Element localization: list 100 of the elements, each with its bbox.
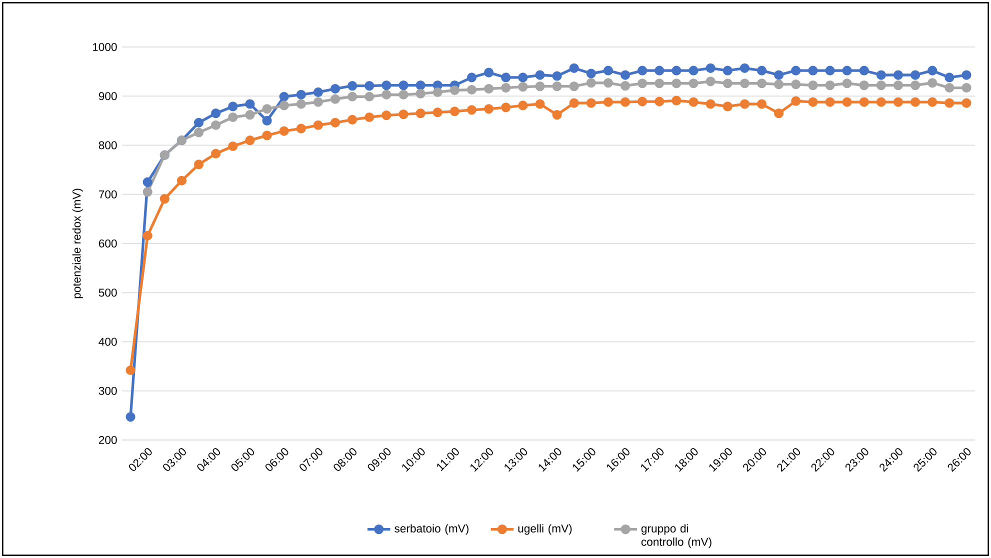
point bbox=[910, 70, 920, 80]
point bbox=[808, 66, 818, 76]
point bbox=[688, 78, 698, 88]
point bbox=[262, 130, 272, 140]
point bbox=[398, 110, 408, 120]
point bbox=[688, 66, 698, 76]
point bbox=[432, 87, 442, 98]
point bbox=[893, 70, 904, 80]
point bbox=[638, 78, 648, 88]
point bbox=[706, 63, 716, 73]
point bbox=[859, 97, 869, 107]
point bbox=[518, 82, 528, 92]
point bbox=[313, 87, 323, 98]
point bbox=[416, 80, 426, 90]
point bbox=[944, 98, 954, 108]
point bbox=[842, 78, 852, 88]
point bbox=[842, 66, 852, 76]
point bbox=[535, 99, 545, 109]
point bbox=[876, 70, 886, 80]
point bbox=[450, 106, 460, 116]
point bbox=[910, 80, 920, 90]
point bbox=[228, 141, 238, 152]
point bbox=[876, 80, 886, 90]
y-tick-label: 500 bbox=[98, 288, 117, 297]
legend-label: serbatoio (mV) bbox=[394, 524, 468, 535]
point bbox=[518, 72, 528, 82]
point bbox=[756, 78, 767, 88]
point bbox=[586, 68, 596, 78]
point bbox=[586, 78, 596, 88]
point bbox=[416, 88, 426, 98]
point bbox=[893, 97, 904, 107]
point bbox=[330, 94, 340, 104]
point bbox=[262, 116, 272, 126]
point bbox=[501, 82, 511, 93]
point bbox=[296, 99, 306, 109]
point bbox=[603, 78, 614, 88]
point bbox=[450, 85, 460, 96]
point bbox=[313, 97, 323, 107]
point bbox=[194, 118, 204, 128]
point bbox=[620, 81, 630, 91]
point bbox=[706, 99, 716, 109]
point bbox=[296, 90, 306, 100]
y-tick-label: 600 bbox=[98, 240, 117, 248]
point bbox=[484, 84, 494, 94]
point bbox=[382, 90, 392, 100]
point bbox=[756, 66, 767, 76]
point bbox=[756, 99, 767, 109]
point bbox=[279, 100, 289, 110]
point bbox=[722, 66, 732, 76]
y-tick-label: 300 bbox=[98, 386, 117, 395]
point bbox=[706, 76, 716, 86]
point bbox=[160, 194, 170, 204]
point bbox=[944, 82, 954, 93]
point bbox=[928, 78, 938, 88]
point bbox=[722, 78, 732, 88]
point bbox=[313, 120, 323, 130]
point bbox=[654, 96, 664, 106]
point bbox=[586, 98, 596, 108]
point bbox=[928, 66, 938, 76]
point bbox=[245, 110, 255, 120]
point bbox=[569, 98, 579, 108]
point bbox=[398, 90, 408, 100]
point bbox=[126, 365, 136, 376]
point bbox=[535, 82, 545, 92]
point bbox=[211, 108, 221, 118]
point bbox=[466, 105, 477, 115]
point bbox=[569, 82, 579, 92]
point bbox=[620, 70, 630, 80]
y-tick-label: 800 bbox=[98, 141, 117, 150]
point bbox=[688, 97, 698, 107]
point bbox=[654, 78, 664, 88]
y-tick-label: 200 bbox=[98, 436, 117, 444]
point bbox=[569, 63, 579, 73]
y-tick-label: 1000 bbox=[92, 43, 117, 52]
point bbox=[142, 187, 152, 197]
point bbox=[142, 230, 152, 240]
point bbox=[398, 80, 408, 90]
point bbox=[348, 81, 358, 91]
point bbox=[228, 112, 238, 122]
y-axis-title: potenziale redox (mV) bbox=[72, 188, 83, 298]
point bbox=[484, 104, 494, 114]
point bbox=[859, 66, 869, 76]
point bbox=[672, 96, 682, 106]
point bbox=[501, 102, 511, 112]
point bbox=[740, 63, 750, 73]
point bbox=[842, 97, 852, 107]
point bbox=[552, 71, 562, 81]
point bbox=[808, 97, 818, 107]
point bbox=[245, 136, 255, 146]
point bbox=[654, 66, 664, 76]
point bbox=[791, 80, 801, 90]
point bbox=[722, 102, 732, 112]
point bbox=[382, 80, 392, 90]
point bbox=[126, 412, 136, 422]
point bbox=[672, 78, 682, 88]
point bbox=[194, 128, 204, 138]
point bbox=[603, 97, 614, 107]
point bbox=[364, 92, 374, 102]
point bbox=[176, 176, 187, 186]
point bbox=[484, 68, 494, 78]
